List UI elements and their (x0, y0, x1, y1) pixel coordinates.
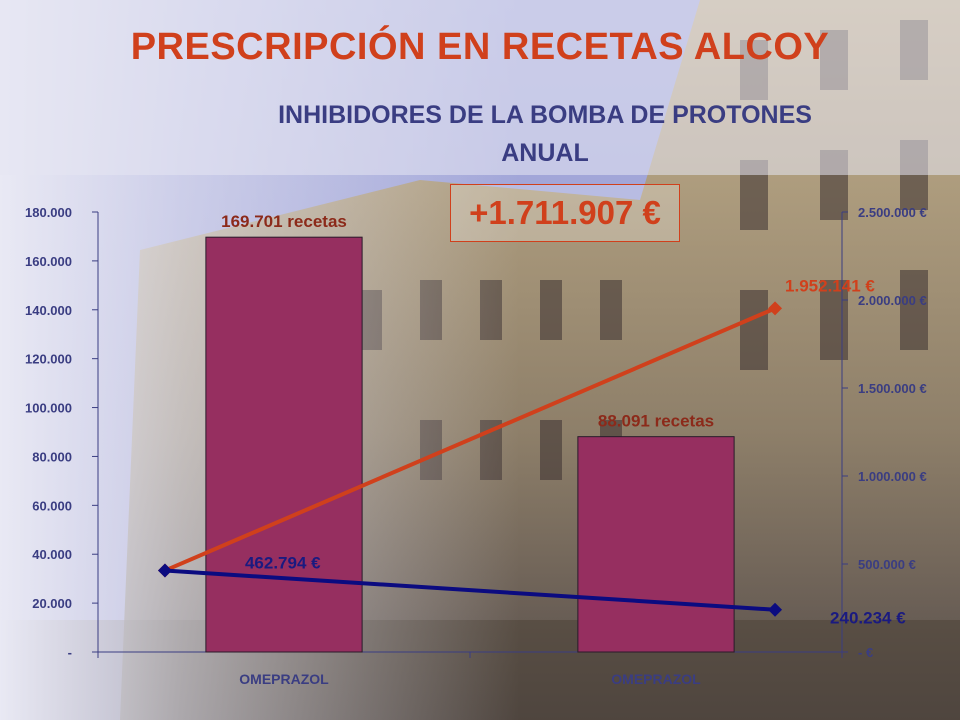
y-left-tick-label: 120.000 (25, 352, 72, 367)
y-right-tick-label: 2.500.000 € (858, 205, 927, 220)
bar-data-label: 88.091 recetas (598, 412, 714, 431)
y-right-tick-label: 500.000 € (858, 557, 916, 572)
page-subtitle: INHIBIDORES DE LA BOMBA DE PROTONES ANUA… (180, 96, 910, 172)
y-right-tick-label: 1.500.000 € (858, 381, 927, 396)
y-left-tick-label: - (68, 645, 72, 660)
subtitle-line-1: INHIBIDORES DE LA BOMBA DE PROTONES (278, 101, 812, 129)
y-left-tick-label: 80.000 (32, 449, 72, 464)
y-left-tick-label: 160.000 (25, 254, 72, 269)
y-left-tick-label: 20.000 (32, 596, 72, 611)
y-right-tick-label: - € (858, 645, 873, 660)
line-data-label: 1.952.141 € (785, 276, 875, 295)
bar-data-label: 169.701 recetas (221, 212, 347, 231)
category-label: OMEPRAZOL (611, 671, 701, 687)
line-point-marker (768, 301, 783, 316)
line-data-label: 462.794 € (245, 554, 321, 573)
y-left-tick-label: 40.000 (32, 547, 72, 562)
subtitle-line-2: ANUAL (501, 139, 589, 167)
page-title: PRESCRIPCIÓN EN RECETAS ALCOY (130, 26, 830, 68)
y-left-tick-label: 100.000 (25, 401, 72, 416)
y-left-tick-label: 140.000 (25, 303, 72, 318)
y-right-tick-label: 2.000.000 € (858, 293, 927, 308)
y-right-tick-label: 1.000.000 € (858, 469, 927, 484)
bar (577, 436, 735, 653)
difference-box: +1.711.907 € (450, 184, 680, 242)
category-label: OMEPRAZOL (239, 671, 329, 687)
y-left-tick-label: 180.000 (25, 205, 72, 220)
bar (205, 236, 363, 653)
line-point-marker (157, 563, 172, 578)
line-series-blue (164, 568, 776, 612)
line-point-marker (768, 602, 783, 617)
line-series-orange (164, 306, 776, 573)
y-left-tick-label: 60.000 (32, 498, 72, 513)
line-data-label: 240.234 € (830, 609, 906, 628)
